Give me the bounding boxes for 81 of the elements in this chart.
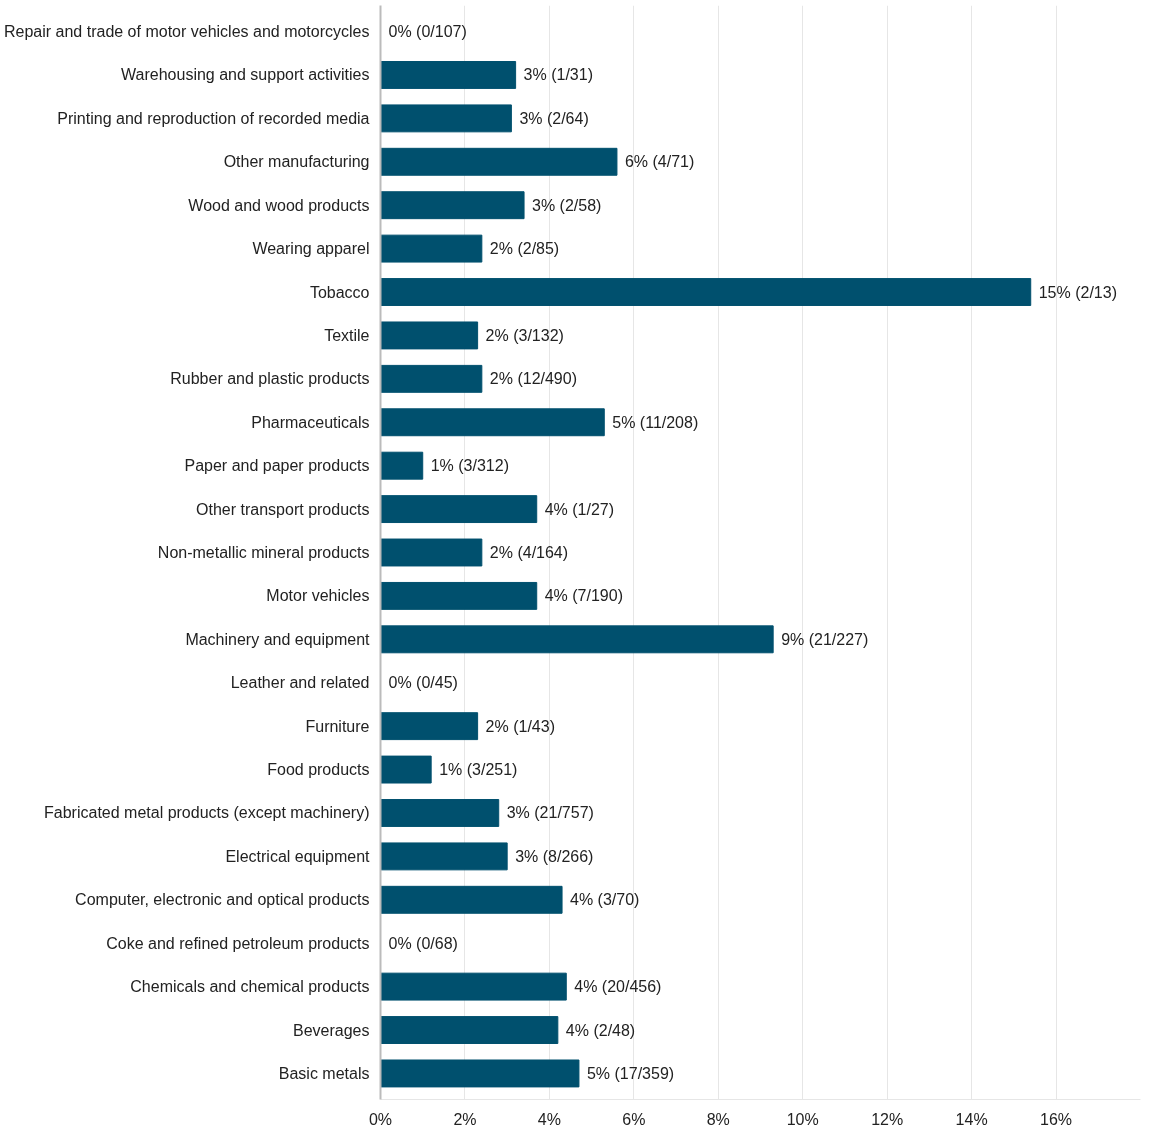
y-tick-label: Motor vehicles xyxy=(266,587,370,605)
y-tick-label: Electrical equipment xyxy=(225,847,371,865)
y-tick-label: Tobacco xyxy=(309,283,370,301)
y-tick-label: Computer, electronic and optical products xyxy=(75,891,370,909)
data-label: 5% (11/208) xyxy=(612,413,699,431)
data-label: 3% (8/266) xyxy=(515,847,594,865)
data-label: 0% (0/68) xyxy=(388,934,458,952)
bar xyxy=(380,104,512,133)
y-tick-label: Fabricated metal products (except machinery) xyxy=(44,804,370,822)
data-label: 6% (4/71) xyxy=(624,153,695,171)
y-tick-label: Pharmaceuticals xyxy=(251,413,370,431)
x-tick-label: 6% xyxy=(622,1110,646,1128)
x-tick-label: 10% xyxy=(786,1110,819,1128)
data-label: 4% (7/190) xyxy=(544,587,623,605)
y-tick-label: Wearing apparel xyxy=(252,240,370,258)
bar xyxy=(380,885,563,914)
bar xyxy=(380,451,424,480)
data-label: 1% (3/251) xyxy=(439,761,518,779)
x-tick-label: 0% xyxy=(368,1110,393,1128)
data-label: 5% (17/359) xyxy=(586,1064,675,1082)
bar xyxy=(380,321,479,350)
y-tick-label: Wood and wood products xyxy=(188,196,370,214)
y-tick-label: Chemicals and chemical products xyxy=(130,978,370,996)
y-tick-label: Rubber and plastic products xyxy=(170,370,370,388)
data-label: 1% (3/312) xyxy=(430,457,509,475)
x-tick-label: 16% xyxy=(1040,1110,1073,1128)
y-tick-label: Other transport products xyxy=(196,500,370,518)
y-tick-label: Repair and trade of motor vehicles and motorcycles xyxy=(3,23,370,41)
bar xyxy=(380,972,567,1001)
y-tick-label: Coke and refined petroleum products xyxy=(106,934,370,952)
x-tick-label: 2% xyxy=(453,1110,477,1128)
y-tick-label: Beverages xyxy=(293,1021,370,1039)
y-tick-label: Basic metals xyxy=(278,1064,370,1082)
bar xyxy=(380,234,483,263)
bar xyxy=(380,842,508,871)
data-label: 4% (2/48) xyxy=(565,1021,636,1039)
data-label: 4% (3/70) xyxy=(570,891,640,909)
bar xyxy=(380,495,538,524)
data-label: 2% (4/164) xyxy=(489,544,569,561)
y-tick-label: Other manufacturing xyxy=(223,153,370,171)
x-tick-label: 12% xyxy=(871,1110,904,1128)
bar xyxy=(380,538,483,567)
bar xyxy=(380,581,538,610)
data-label: 4% (1/27) xyxy=(544,500,615,518)
data-label: 3% (2/64) xyxy=(519,109,589,127)
bar xyxy=(380,191,525,220)
bar xyxy=(380,755,432,784)
y-tick-label: Food products xyxy=(267,761,370,779)
data-label: 2% (1/43) xyxy=(485,717,555,735)
y-tick-label: Warehousing and support activities xyxy=(121,66,370,84)
data-label: 2% (3/132) xyxy=(485,326,564,344)
data-label: 3% (21/757) xyxy=(506,804,594,822)
data-label: 0% (0/45) xyxy=(388,674,458,692)
x-tick-label: 4% xyxy=(537,1110,561,1128)
data-label: 2% (2/85) xyxy=(489,240,560,258)
data-label: 3% (2/58) xyxy=(532,196,602,214)
bar xyxy=(380,147,618,176)
data-label: 3% (1/31) xyxy=(523,66,593,84)
bar xyxy=(380,278,1032,306)
data-label: 0% (0/107) xyxy=(388,23,467,41)
bar xyxy=(380,61,517,89)
bar xyxy=(380,408,605,437)
y-tick-label: Paper and paper products xyxy=(184,457,370,475)
y-tick-label: Non-metallic mineral products xyxy=(157,544,370,561)
y-tick-label: Leather and related xyxy=(230,674,370,692)
data-label: 15% (2/13) xyxy=(1038,283,1117,301)
bar xyxy=(380,712,479,741)
bar xyxy=(380,799,500,827)
bar xyxy=(380,1059,580,1088)
bar xyxy=(380,625,774,654)
data-label: 2% (12/490) xyxy=(489,370,578,388)
bar xyxy=(380,364,483,393)
bar xyxy=(380,1016,559,1044)
data-label: 9% (21/227) xyxy=(781,630,869,648)
y-tick-label: Printing and reproduction of recorded media xyxy=(57,109,370,127)
y-tick-label: Furniture xyxy=(305,717,370,735)
y-tick-label: Machinery and equipment xyxy=(185,630,371,648)
x-tick-label: 8% xyxy=(706,1110,730,1128)
y-tick-label: Textile xyxy=(324,326,370,344)
data-label: 4% (20/456) xyxy=(574,978,662,996)
x-tick-label: 14% xyxy=(955,1110,988,1128)
